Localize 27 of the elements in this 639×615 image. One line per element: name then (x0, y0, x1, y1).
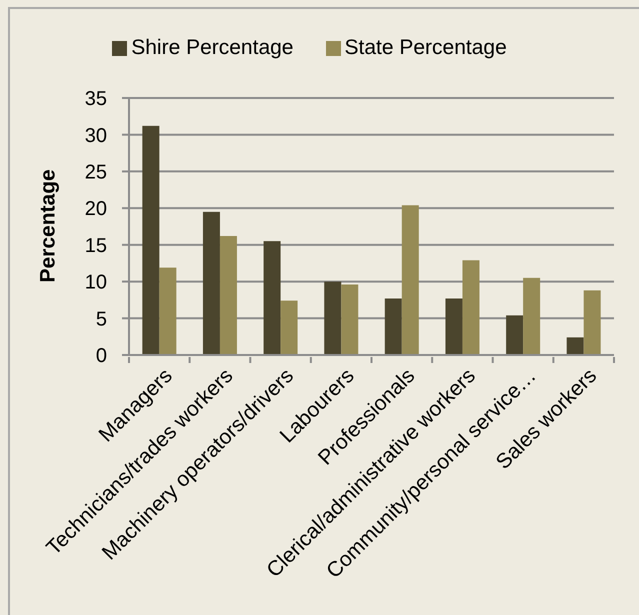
bar (384, 298, 402, 355)
bar (142, 126, 160, 355)
bar (462, 260, 480, 355)
bar (566, 337, 584, 355)
bar (264, 241, 281, 355)
bar (202, 212, 220, 355)
y-tick-label: 5 (96, 308, 107, 330)
legend-label: State Percentage (344, 36, 507, 59)
y-tick-label: 35 (84, 88, 107, 110)
bar (324, 282, 342, 355)
bar (523, 278, 540, 355)
bar (402, 205, 419, 355)
y-tick-label: 0 (96, 345, 107, 368)
y-tick-label: 30 (84, 124, 107, 147)
y-axis-title: Percentage (36, 169, 60, 282)
y-tick-label: 10 (84, 272, 107, 294)
y-tick-label: 25 (84, 162, 107, 184)
bar (445, 298, 462, 355)
bar (341, 284, 358, 355)
bar (220, 236, 237, 355)
bar (280, 300, 298, 355)
y-tick-label: 15 (84, 234, 107, 257)
legend-label: Shire Percentage (131, 36, 294, 59)
bar (506, 315, 524, 355)
bar (584, 290, 601, 355)
bar (159, 268, 176, 355)
y-tick-label: 20 (84, 198, 107, 220)
